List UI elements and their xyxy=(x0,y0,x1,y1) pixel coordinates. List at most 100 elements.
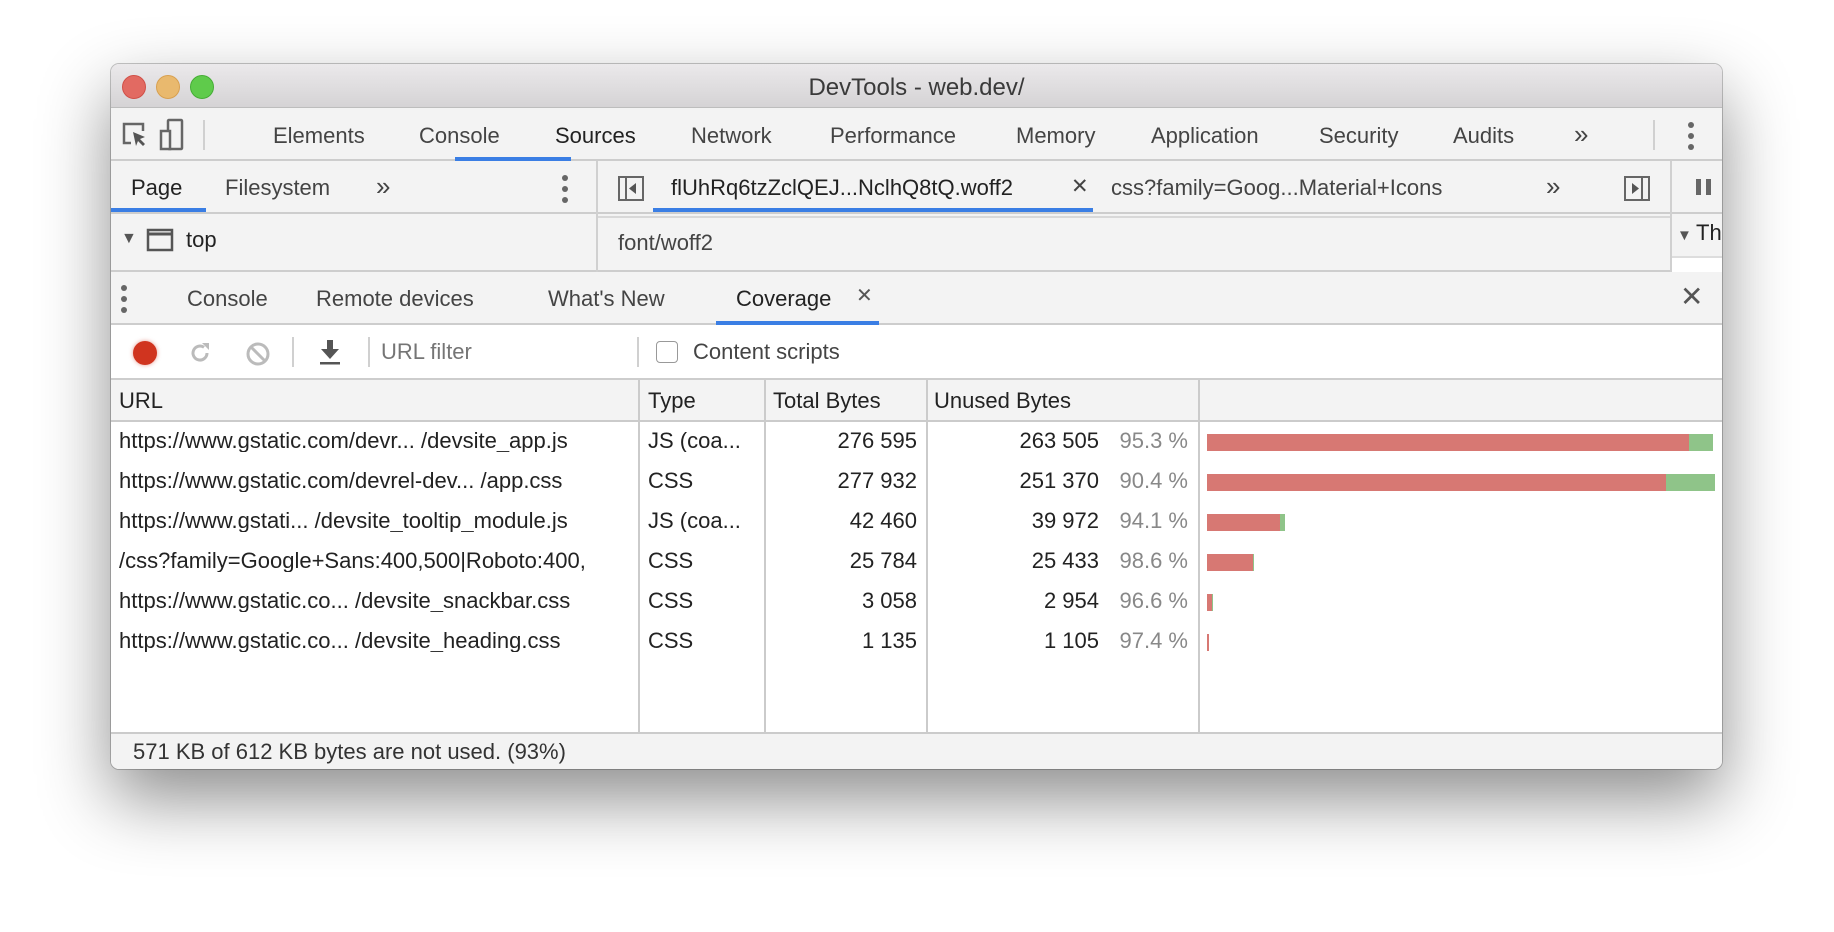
navigator-menu-icon[interactable] xyxy=(562,175,568,208)
minimize-window-button[interactable] xyxy=(156,75,180,99)
table-row[interactable]: https://www.gstati... /devsite_tooltip_m… xyxy=(111,502,1722,542)
unused-bytes-bar xyxy=(1207,554,1254,571)
device-toolbar-icon[interactable] xyxy=(159,118,185,152)
toggle-navigator-icon[interactable] xyxy=(618,176,644,201)
inspect-element-icon[interactable] xyxy=(121,121,149,149)
url-filter-input[interactable] xyxy=(381,335,631,369)
url-cell: https://www.gstatic.co... /devsite_snack… xyxy=(119,590,571,612)
unused-percent-cell: 98.6 % xyxy=(1119,548,1189,573)
url-cell: /css?family=Google+Sans:400,500|Roboto:4… xyxy=(119,550,586,572)
type-cell: CSS xyxy=(648,550,694,572)
column-divider[interactable] xyxy=(638,380,640,732)
customize-menu-icon[interactable] xyxy=(1688,122,1694,155)
drawer-tab-console[interactable]: Console xyxy=(187,286,268,311)
divider xyxy=(1670,161,1672,214)
column-header-total-bytes[interactable]: Total Bytes xyxy=(773,388,881,413)
sources-tabbar: Page Filesystem » flUhRq6tzZclQEJ...Nclh… xyxy=(111,161,1722,214)
unused-percent-cell: 94.1 % xyxy=(1119,508,1189,533)
reload-icon[interactable] xyxy=(188,341,212,365)
editor-tab-woff2[interactable]: flUhRq6tzZclQEJ...NclhQ8tQ.woff2 xyxy=(671,175,1013,200)
unused-bytes-cell: 251 370 xyxy=(1019,468,1099,493)
drawer-tab-coverage[interactable]: Coverage xyxy=(736,286,832,311)
sources-content: ▼ top font/woff2 ▼ Th xyxy=(111,214,1722,272)
divider xyxy=(596,161,598,214)
tab-elements[interactable]: Elements xyxy=(273,123,365,148)
column-divider[interactable] xyxy=(1198,380,1200,732)
editor-tab-css[interactable]: css?family=Goog...Material+Icons xyxy=(1111,175,1443,200)
total-bytes-cell: 3 058 xyxy=(861,588,917,613)
expand-triangle-icon[interactable]: ▼ xyxy=(121,230,137,247)
table-row[interactable]: https://www.gstatic.com/devrel-dev... /a… xyxy=(111,462,1722,502)
editor-top-border xyxy=(598,214,1670,218)
maximize-window-button[interactable] xyxy=(190,75,214,99)
table-row[interactable]: /css?family=Google+Sans:400,500|Roboto:4… xyxy=(111,542,1722,582)
unused-percent-cell: 95.3 % xyxy=(1119,428,1189,453)
tab-network[interactable]: Network xyxy=(691,123,772,148)
used-bytes-bar xyxy=(1280,514,1285,531)
collapse-triangle-icon: ▼ xyxy=(1677,227,1697,244)
right-panel-section[interactable]: ▼ Th xyxy=(1677,222,1722,244)
window-title: DevTools - web.dev/ xyxy=(808,74,1025,101)
total-bytes-cell: 1 135 xyxy=(861,628,917,653)
tab-page[interactable]: Page xyxy=(131,175,183,200)
divider xyxy=(292,337,294,367)
used-bytes-bar xyxy=(1666,474,1715,491)
divider xyxy=(1670,214,1672,272)
main-toolbar: Elements Console Sources Network Performance… xyxy=(111,108,1722,161)
more-tabs-icon[interactable]: » xyxy=(376,171,391,201)
drawer-tab-remote-devices[interactable]: Remote devices xyxy=(316,286,474,311)
tab-performance[interactable]: Performance xyxy=(830,123,956,148)
tab-memory[interactable]: Memory xyxy=(1016,123,1096,148)
frame-icon xyxy=(146,228,174,252)
clear-icon[interactable] xyxy=(245,341,271,367)
tab-sources[interactable]: Sources xyxy=(555,123,636,148)
total-bytes-cell: 42 460 xyxy=(849,508,917,533)
column-divider[interactable] xyxy=(764,380,766,732)
export-download-icon[interactable] xyxy=(319,339,341,365)
toggle-debugger-icon[interactable] xyxy=(1624,176,1650,201)
tree-item-top[interactable]: top xyxy=(186,227,217,252)
close-coverage-tab-icon[interactable]: ✕ xyxy=(856,285,873,307)
unused-bytes-bar xyxy=(1207,514,1281,531)
type-cell: CSS xyxy=(648,470,694,492)
close-tab-icon[interactable]: ✕ xyxy=(1071,175,1089,198)
content-scripts-checkbox[interactable] xyxy=(656,341,678,363)
column-header-url[interactable]: URL xyxy=(119,388,164,413)
url-cell: https://www.gstatic.com/devrel-dev... /a… xyxy=(119,470,563,492)
table-row[interactable]: https://www.gstatic.com/devr... /devsite… xyxy=(111,422,1722,462)
used-bytes-bar xyxy=(1253,554,1255,571)
unused-percent-cell: 90.4 % xyxy=(1119,468,1189,493)
url-cell: https://www.gstatic.com/devr... /devsite… xyxy=(119,430,568,452)
divider xyxy=(596,214,598,272)
column-header-type[interactable]: Type xyxy=(648,388,696,413)
active-tab-indicator xyxy=(111,208,206,212)
total-bytes-cell: 277 932 xyxy=(837,468,917,493)
drawer-menu-icon[interactable] xyxy=(121,285,127,318)
table-row[interactable]: https://www.gstatic.co... /devsite_headi… xyxy=(111,622,1722,662)
type-cell: JS (coa... xyxy=(648,430,741,452)
more-tabs-icon[interactable]: » xyxy=(1546,171,1561,201)
type-cell: CSS xyxy=(648,590,694,612)
close-drawer-icon[interactable]: ✕ xyxy=(1680,281,1704,312)
table-row[interactable]: https://www.gstatic.co... /devsite_snack… xyxy=(111,582,1722,622)
total-bytes-cell: 276 595 xyxy=(837,428,917,453)
tab-security[interactable]: Security xyxy=(1319,123,1399,148)
unused-bytes-cell: 2 954 xyxy=(1043,588,1099,613)
tab-application[interactable]: Application xyxy=(1151,123,1259,148)
record-icon[interactable] xyxy=(133,341,157,365)
more-tabs-icon[interactable]: » xyxy=(1574,119,1589,149)
pause-icon[interactable] xyxy=(1695,178,1713,196)
tab-audits[interactable]: Audits xyxy=(1453,123,1515,148)
unused-bytes-cell: 263 505 xyxy=(1019,428,1099,453)
tab-filesystem[interactable]: Filesystem xyxy=(225,175,331,200)
right-panel-body xyxy=(1672,256,1722,272)
column-divider[interactable] xyxy=(926,380,928,732)
coverage-toolbar: Content scripts xyxy=(111,325,1722,380)
drawer-tab-what-s-new[interactable]: What's New xyxy=(548,286,665,311)
column-header-unused-bytes[interactable]: Unused Bytes xyxy=(934,388,1071,413)
unused-bytes-bar xyxy=(1207,434,1689,451)
close-window-button[interactable] xyxy=(122,75,146,99)
tab-console[interactable]: Console xyxy=(419,123,500,148)
unused-percent-cell: 96.6 % xyxy=(1119,588,1189,613)
active-tab-indicator xyxy=(716,321,879,325)
